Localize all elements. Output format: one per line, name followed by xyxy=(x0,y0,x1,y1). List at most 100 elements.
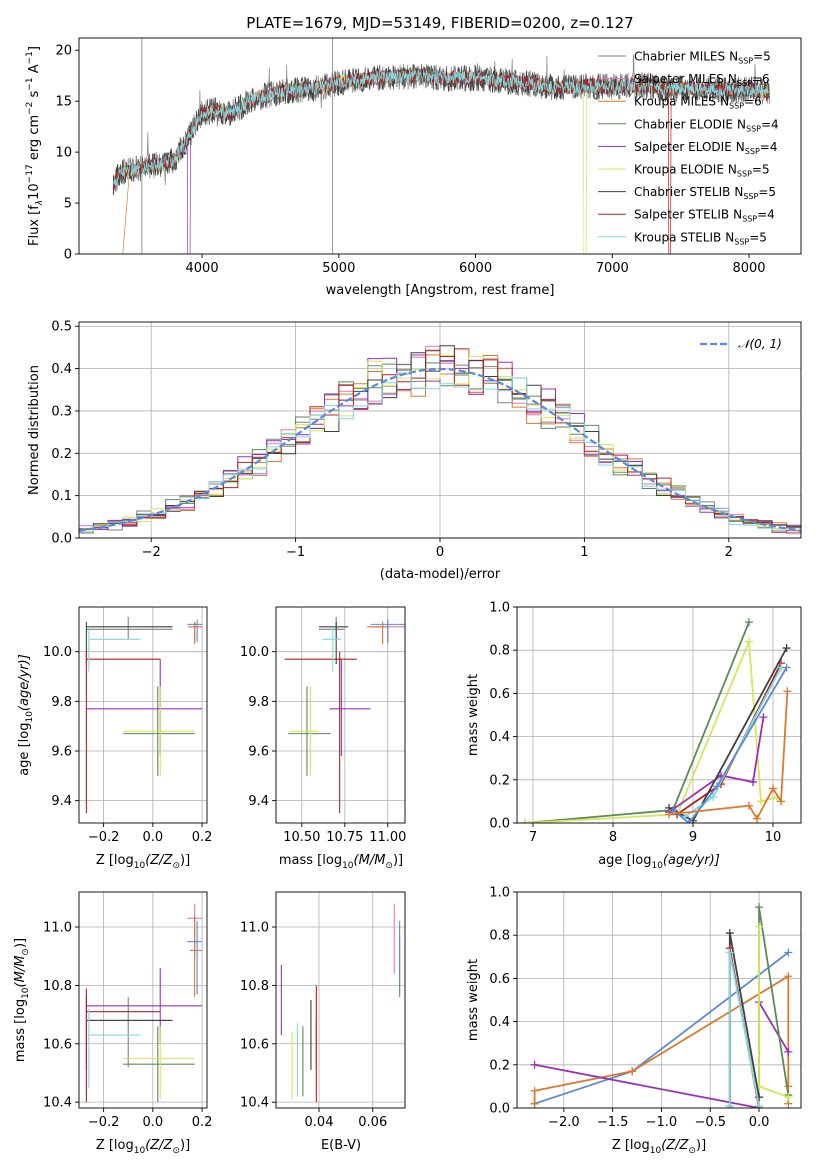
y-axis-label-part: (M/M xyxy=(13,956,28,988)
legend-eq: = xyxy=(744,95,754,109)
y-axis-label: age [log10(age/yr)] xyxy=(17,654,35,776)
y-tick-label: 20 xyxy=(55,44,72,59)
y-tick-label: 0.0 xyxy=(51,532,72,547)
legend-sub: SSP xyxy=(729,102,744,111)
weight-point-marker xyxy=(725,929,734,938)
x-axis-label-part: (M/M xyxy=(354,853,386,868)
weight-point-marker xyxy=(769,784,777,793)
weight-point-marker xyxy=(665,810,673,819)
y-axis-label: Normed distribution xyxy=(27,365,42,495)
y-tick-label: 9.6 xyxy=(51,745,72,760)
y-tick-label: 0.1 xyxy=(51,489,72,504)
y-tick-label: 11.0 xyxy=(240,921,269,936)
x-tick-label: −0.2 xyxy=(88,1115,120,1130)
x-tick-label: 7 xyxy=(529,830,537,845)
x-axis-label: Z [log10(Z/Z⊙)] xyxy=(612,1138,706,1156)
y-axis-label-part: (age/yr)] xyxy=(17,654,32,711)
weight-point-marker xyxy=(685,819,693,823)
legend-count: 5 xyxy=(762,163,770,177)
weight-point-marker xyxy=(757,797,765,806)
y-tick-label: 0.0 xyxy=(489,1102,510,1117)
legend-eq: = xyxy=(758,185,768,199)
y-tick-label: 0.3 xyxy=(51,404,72,419)
weight-series-line xyxy=(524,641,778,823)
y-axis-label-part: 10 xyxy=(25,711,35,723)
legend-name: Chabrier MILES xyxy=(634,50,725,64)
legend-name: Salpeter ELODIE xyxy=(634,140,732,154)
legend-count: 6 xyxy=(754,95,762,109)
y-axis-label-part: ⊙ xyxy=(21,948,31,956)
weight-point-marker xyxy=(725,948,734,957)
weight-point-marker xyxy=(784,948,793,957)
weight-point-marker xyxy=(530,1060,539,1069)
plot-area xyxy=(112,38,770,254)
legend-name: Kroupa STELIB xyxy=(634,230,721,244)
x-axis-label-part: )] xyxy=(696,1138,706,1153)
y-tick-label: 11.0 xyxy=(43,921,72,936)
legend-n: N xyxy=(728,72,737,86)
legend-count: 5 xyxy=(763,50,771,64)
y-axis-label: Flux [fλ10−17 erg cm−2 s−1 A−1] xyxy=(25,46,45,246)
y-axis-label-part: mass [log xyxy=(13,999,28,1062)
x-tick-label: 10.75 xyxy=(326,830,363,845)
legend-count: 6 xyxy=(762,72,770,86)
x-axis-label-part: (Z/Z xyxy=(145,1138,173,1153)
x-tick-label: −2.0 xyxy=(548,1115,580,1130)
x-axis-label-part: 10 xyxy=(134,861,146,871)
x-tick-label: 11.00 xyxy=(369,830,406,845)
x-tick-label: 8000 xyxy=(732,261,765,276)
histogram-series xyxy=(79,372,801,533)
y-tick-label: 0.8 xyxy=(489,929,510,944)
weight-point-marker xyxy=(755,922,764,931)
legend-n: N xyxy=(736,140,745,154)
x-tick-label: 10 xyxy=(765,830,782,845)
y-tick-label: 9.8 xyxy=(51,695,72,710)
legend-eq: = xyxy=(752,163,762,177)
weight-point-marker xyxy=(530,1099,539,1108)
y-tick-label: 10.4 xyxy=(240,1096,269,1111)
x-tick-label: 0.0 xyxy=(143,1115,164,1130)
weight-point-marker xyxy=(782,663,791,672)
chart-title: PLATE=1679, MJD=53149, FIBERID=0200, z=0… xyxy=(246,14,633,32)
y-tick-label: 0.0 xyxy=(489,817,510,832)
y-axis-label: mass [log10(M/M⊙)] xyxy=(13,938,31,1062)
y-tick-label: 9.4 xyxy=(51,794,72,809)
x-tick-label: −0.2 xyxy=(88,830,120,845)
x-axis-label-part: ⊙ xyxy=(172,861,180,871)
legend-sub: SSP xyxy=(737,79,752,88)
weight-point-marker xyxy=(709,793,717,802)
x-tick-label: −2 xyxy=(142,545,161,560)
legend-name: Chabrier STELIB xyxy=(634,185,730,199)
axes-frame xyxy=(78,891,208,1109)
legend-n: N xyxy=(737,117,746,131)
weight-point-marker xyxy=(755,903,764,912)
weight-point-marker xyxy=(745,801,753,810)
x-axis-label-part: 10 xyxy=(651,861,663,871)
weight-point-marker xyxy=(784,972,793,981)
axes-frame xyxy=(516,891,802,1109)
x-tick-label: 10.50 xyxy=(283,830,320,845)
y-axis-label-part: λ xyxy=(35,200,45,206)
weight-series-line xyxy=(758,906,790,1108)
x-tick-label: 0 xyxy=(436,545,444,560)
x-tick-label: 0.06 xyxy=(358,1115,387,1130)
y-axis-label-part: 10 xyxy=(21,987,31,999)
legend-entry: Kroupa ELODIE NSSP=5 xyxy=(634,163,770,179)
legend-n: N xyxy=(728,163,737,177)
x-axis-label-part: Z [log xyxy=(612,1138,650,1153)
y-tick-label: 10.6 xyxy=(43,1037,72,1052)
y-tick-label: 15 xyxy=(55,95,72,110)
mass-vs-ebv-panel: 0.04 0.06 10.4 10.6 10.8 11.0 E(B-V) xyxy=(240,891,406,1153)
mass-weight-vs-age-panel: 7 8 9 10 0.0 0.2 0.4 0.6 0.8 1.0 mass weight age [l… xyxy=(466,601,802,871)
x-tick-label: −1 xyxy=(286,545,305,560)
x-axis-label-part: Z [log xyxy=(96,853,134,868)
y-tick-label: 0.4 xyxy=(51,362,72,377)
legend-count: 4 xyxy=(771,117,779,131)
y-tick-label: 0.4 xyxy=(489,1015,510,1030)
axes-frame xyxy=(275,606,406,824)
y-tick-label: 10.4 xyxy=(43,1096,72,1111)
x-axis-label-part: age [log xyxy=(598,853,651,868)
y-axis-label: mass weight xyxy=(466,959,481,1041)
x-axis-label: mass [log10(M/M⊙)] xyxy=(279,853,403,871)
axes-frame xyxy=(275,891,406,1109)
